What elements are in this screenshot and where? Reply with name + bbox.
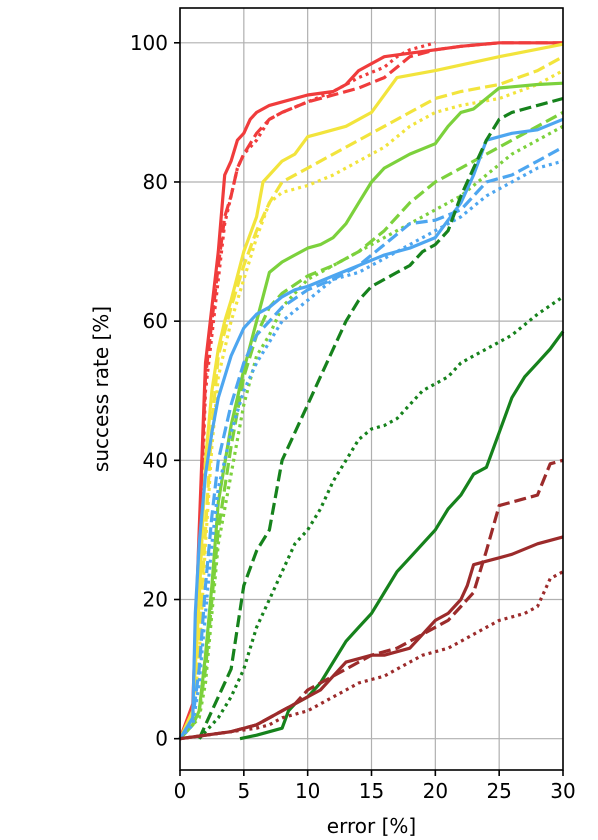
series-line-5: [178, 69, 564, 740]
series-line-3: [178, 42, 564, 740]
series-line-10: [178, 145, 564, 740]
x-tick-label: 0: [174, 779, 187, 803]
x-tick-label: 5: [237, 779, 250, 803]
series-line-12: [239, 330, 565, 741]
series-lines: [178, 41, 565, 741]
series-line-13: [197, 96, 564, 740]
x-tick-label: 15: [359, 779, 384, 803]
series-line-16: [179, 458, 564, 741]
x-tick-label: 20: [423, 779, 448, 803]
y-tick-label: 0: [155, 727, 168, 751]
series-line-2: [178, 41, 436, 740]
y-tick-label: 20: [143, 588, 168, 612]
series-line-8: [178, 124, 564, 740]
y-tick-label: 60: [143, 309, 168, 333]
x-axis-label: error [%]: [327, 814, 416, 838]
series-line-17: [179, 570, 564, 741]
y-tick-label: 100: [130, 31, 168, 55]
series-line-14: [198, 295, 564, 740]
axis-ticks: 0 5 10 15 20 25 30 0 20 40 60 80 100: [130, 31, 576, 803]
y-axis-label: success rate [%]: [89, 306, 113, 472]
x-tick-label: 25: [486, 779, 511, 803]
x-tick-label: 10: [295, 779, 320, 803]
x-tick-label: 30: [550, 779, 575, 803]
series-line-9: [178, 117, 564, 740]
y-tick-label: 40: [143, 448, 168, 472]
y-tick-label: 80: [143, 170, 168, 194]
series-line-6: [178, 81, 564, 740]
